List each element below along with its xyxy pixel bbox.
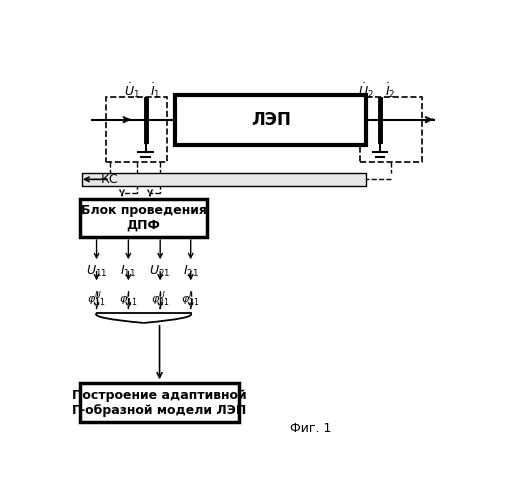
Text: $\varphi_{21}^{I}$: $\varphi_{21}^{I}$ [182,289,200,308]
Text: КС: КС [101,173,119,186]
Text: $I_{11}$: $I_{11}$ [121,264,136,279]
Text: $\varphi_{11}^{I}$: $\varphi_{11}^{I}$ [119,289,137,308]
Text: $\dot{U}_2$: $\dot{U}_2$ [359,82,374,100]
Text: Построение адаптивной
Г-образной модели ЛЭП: Построение адаптивной Г-образной модели … [72,388,247,416]
Bar [175,94,366,144]
Text: ЛЭП: ЛЭП [251,110,291,128]
Text: $\varphi_{11}^{U}$: $\varphi_{11}^{U}$ [87,289,106,308]
Text: $\dot{U}_1$: $\dot{U}_1$ [124,82,140,100]
Text: Фиг. 1: Фиг. 1 [290,422,331,436]
Bar [80,384,239,422]
Bar [106,96,167,162]
Text: $\varphi_{21}^{U}$: $\varphi_{21}^{U}$ [151,289,169,308]
Text: $U_{21}$: $U_{21}$ [149,264,171,279]
Text: $\dot{I}_2$: $\dot{I}_2$ [385,82,396,100]
Text: $I_{21}$: $I_{21}$ [183,264,199,279]
Bar [82,172,366,186]
Bar [80,198,207,237]
Text: $U_{11}$: $U_{11}$ [86,264,107,279]
Text: Блок проведения
ДПФ: Блок проведения ДПФ [81,204,207,232]
Bar [360,96,422,162]
Text: $\dot{I}_1$: $\dot{I}_1$ [150,82,161,100]
